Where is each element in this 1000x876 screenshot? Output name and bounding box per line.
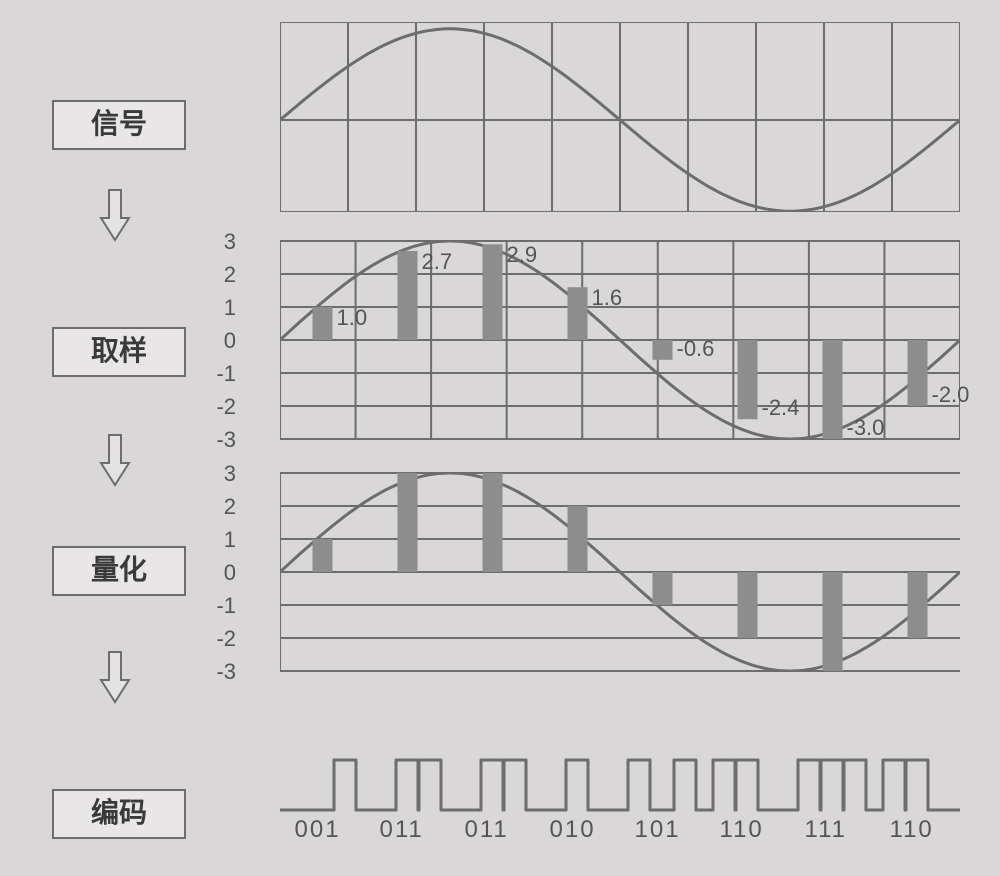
ytick: 2 bbox=[196, 494, 236, 520]
label-signal: 信号 bbox=[52, 100, 186, 150]
sample-value: 1.0 bbox=[337, 305, 368, 331]
code-label: 110 bbox=[720, 816, 764, 844]
label-quant: 量化 bbox=[52, 546, 186, 596]
sample-value: 2.7 bbox=[422, 249, 453, 275]
chart-signal bbox=[280, 22, 960, 212]
ytick: 1 bbox=[196, 295, 236, 321]
arrow-2 bbox=[98, 433, 132, 487]
chart-encode bbox=[280, 748, 960, 820]
ytick: -2 bbox=[196, 394, 236, 420]
label-encode: 编码 bbox=[52, 789, 186, 839]
code-label: 011 bbox=[465, 816, 509, 844]
ytick: -1 bbox=[196, 361, 236, 387]
code-label: 111 bbox=[805, 816, 847, 844]
ytick: 1 bbox=[196, 527, 236, 553]
ytick: 0 bbox=[196, 328, 236, 354]
ytick: 3 bbox=[196, 461, 236, 487]
arrow-3 bbox=[98, 650, 132, 704]
ytick: -3 bbox=[196, 659, 236, 685]
ytick: 0 bbox=[196, 560, 236, 586]
sample-value: -2.4 bbox=[762, 395, 800, 421]
sample-value: 1.6 bbox=[592, 285, 623, 311]
ytick: 3 bbox=[196, 229, 236, 255]
label-sample: 取样 bbox=[52, 327, 186, 377]
sample-value: -3.0 bbox=[847, 415, 885, 441]
ytick: -3 bbox=[196, 427, 236, 453]
ytick: -1 bbox=[196, 593, 236, 619]
sample-value: -0.6 bbox=[677, 336, 715, 362]
sample-value: 2.9 bbox=[507, 242, 538, 268]
code-label: 001 bbox=[295, 816, 341, 844]
ytick: 2 bbox=[196, 262, 236, 288]
code-label: 101 bbox=[635, 816, 681, 844]
ytick: -2 bbox=[196, 626, 236, 652]
chart-quant bbox=[280, 472, 960, 672]
code-label: 010 bbox=[550, 816, 596, 844]
code-label: 011 bbox=[380, 816, 424, 844]
code-label: 110 bbox=[890, 816, 934, 844]
sample-value: -2.0 bbox=[932, 382, 970, 408]
chart-sample bbox=[280, 240, 960, 440]
arrow-1 bbox=[98, 188, 132, 242]
